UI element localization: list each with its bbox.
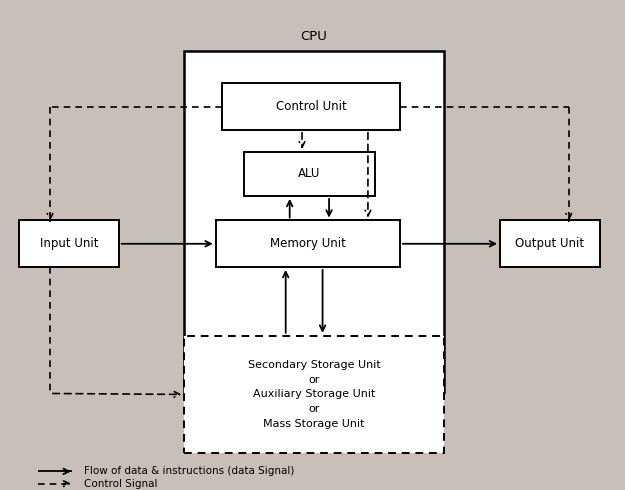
Bar xyxy=(222,83,400,130)
Bar xyxy=(244,152,375,196)
Text: Control Unit: Control Unit xyxy=(276,100,346,113)
Bar xyxy=(19,220,119,267)
Text: Input Unit: Input Unit xyxy=(39,237,98,250)
Text: Memory Unit: Memory Unit xyxy=(270,237,346,250)
Bar xyxy=(184,336,444,453)
Bar xyxy=(216,220,400,267)
Text: CPU: CPU xyxy=(301,29,328,43)
Bar xyxy=(184,51,444,392)
Text: Flow of data & instructions (data Signal): Flow of data & instructions (data Signal… xyxy=(84,466,295,476)
Text: Secondary Storage Unit
or
Auxiliary Storage Unit
or
Mass Storage Unit: Secondary Storage Unit or Auxiliary Stor… xyxy=(248,360,381,429)
Text: ALU: ALU xyxy=(298,168,321,180)
Bar xyxy=(500,220,600,267)
Text: Output Unit: Output Unit xyxy=(516,237,584,250)
Text: Control Signal: Control Signal xyxy=(84,479,158,489)
